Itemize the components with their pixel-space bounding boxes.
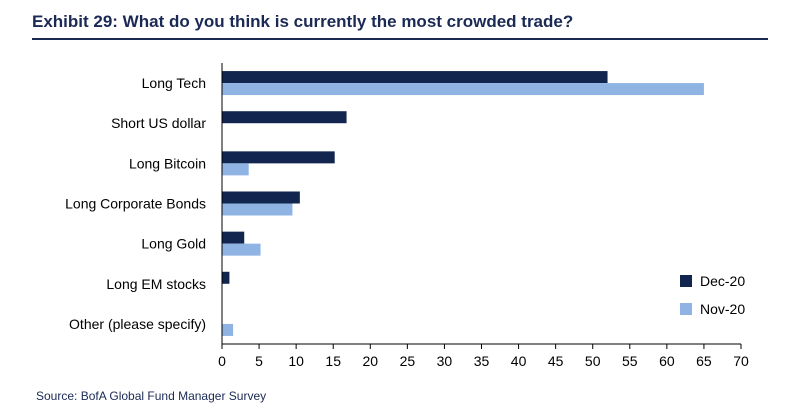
bar-dec-20 xyxy=(222,111,347,124)
legend-swatch-nov-20 xyxy=(680,303,692,315)
x-tick-label: 30 xyxy=(437,353,453,369)
bar-dec-20 xyxy=(222,271,230,284)
x-tick-label: 70 xyxy=(733,353,749,369)
x-tick-label: 40 xyxy=(511,353,527,369)
x-tick-label: 50 xyxy=(585,353,601,369)
x-tick-label: 60 xyxy=(659,353,675,369)
x-tick-label: 5 xyxy=(255,353,263,369)
bar-nov-20 xyxy=(222,243,261,256)
category-label: Long EM stocks xyxy=(106,276,206,292)
category-label: Long Corporate Bonds xyxy=(65,196,206,212)
title-rule xyxy=(32,38,768,40)
category-label: Long Bitcoin xyxy=(129,155,206,171)
bar-nov-20 xyxy=(222,163,249,176)
category-label: Long Tech xyxy=(142,75,206,91)
x-tick-label: 0 xyxy=(218,353,226,369)
bar-nov-20 xyxy=(222,83,704,96)
legend-swatch-dec-20 xyxy=(680,275,692,287)
x-tick-label: 15 xyxy=(325,353,341,369)
legend-label: Nov-20 xyxy=(700,301,745,317)
x-tick-label: 10 xyxy=(288,353,304,369)
bar-dec-20 xyxy=(222,191,300,204)
x-tick-label: 35 xyxy=(474,353,490,369)
x-tick-label: 65 xyxy=(696,353,712,369)
category-label: Short US dollar xyxy=(111,115,206,131)
category-label: Other (please specify) xyxy=(69,316,206,332)
x-tick-label: 45 xyxy=(548,353,564,369)
chart-title: Exhibit 29: What do you think is current… xyxy=(32,12,574,31)
source-note: Source: BofA Global Fund Manager Survey xyxy=(36,389,267,403)
bar-dec-20 xyxy=(222,151,335,164)
bar-nov-20 xyxy=(222,323,234,336)
x-tick-label: 20 xyxy=(362,353,378,369)
legend-label: Dec-20 xyxy=(700,273,745,289)
bar-nov-20 xyxy=(222,203,293,216)
bar-dec-20 xyxy=(222,71,608,84)
category-label: Long Gold xyxy=(141,236,206,252)
bar-dec-20 xyxy=(222,231,245,244)
x-tick-label: 25 xyxy=(400,353,416,369)
x-tick-label: 55 xyxy=(622,353,638,369)
